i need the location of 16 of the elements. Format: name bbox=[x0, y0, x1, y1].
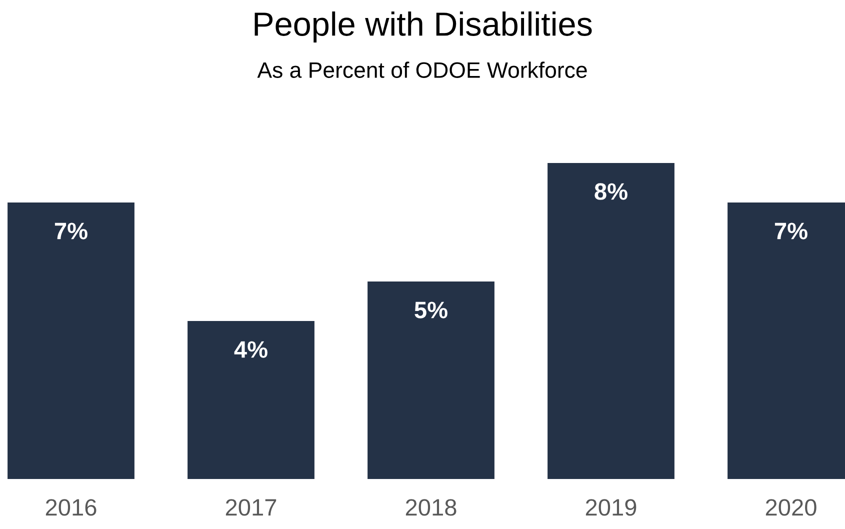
data-label: 7% bbox=[54, 222, 88, 240]
bar bbox=[8, 202, 134, 479]
data-label: 5% bbox=[414, 302, 448, 318]
x-tick-label: 2020 bbox=[766, 499, 816, 516]
chart-subtitle: As a Percent of ODOE Workforce bbox=[257, 62, 587, 78]
data-label: 4% bbox=[234, 341, 268, 358]
x-tick-label: 2019 bbox=[586, 499, 636, 516]
bar bbox=[368, 282, 494, 479]
x-tick-label: 2017 bbox=[226, 499, 276, 516]
chart-title: People with Disabilities bbox=[254, 11, 592, 43]
bar bbox=[548, 163, 674, 479]
x-tick-label: 2016 bbox=[46, 499, 96, 516]
x-tick-label: 2018 bbox=[406, 499, 456, 516]
bar bbox=[188, 321, 314, 479]
data-label: 7% bbox=[774, 222, 808, 240]
data-label: 8% bbox=[594, 183, 628, 200]
